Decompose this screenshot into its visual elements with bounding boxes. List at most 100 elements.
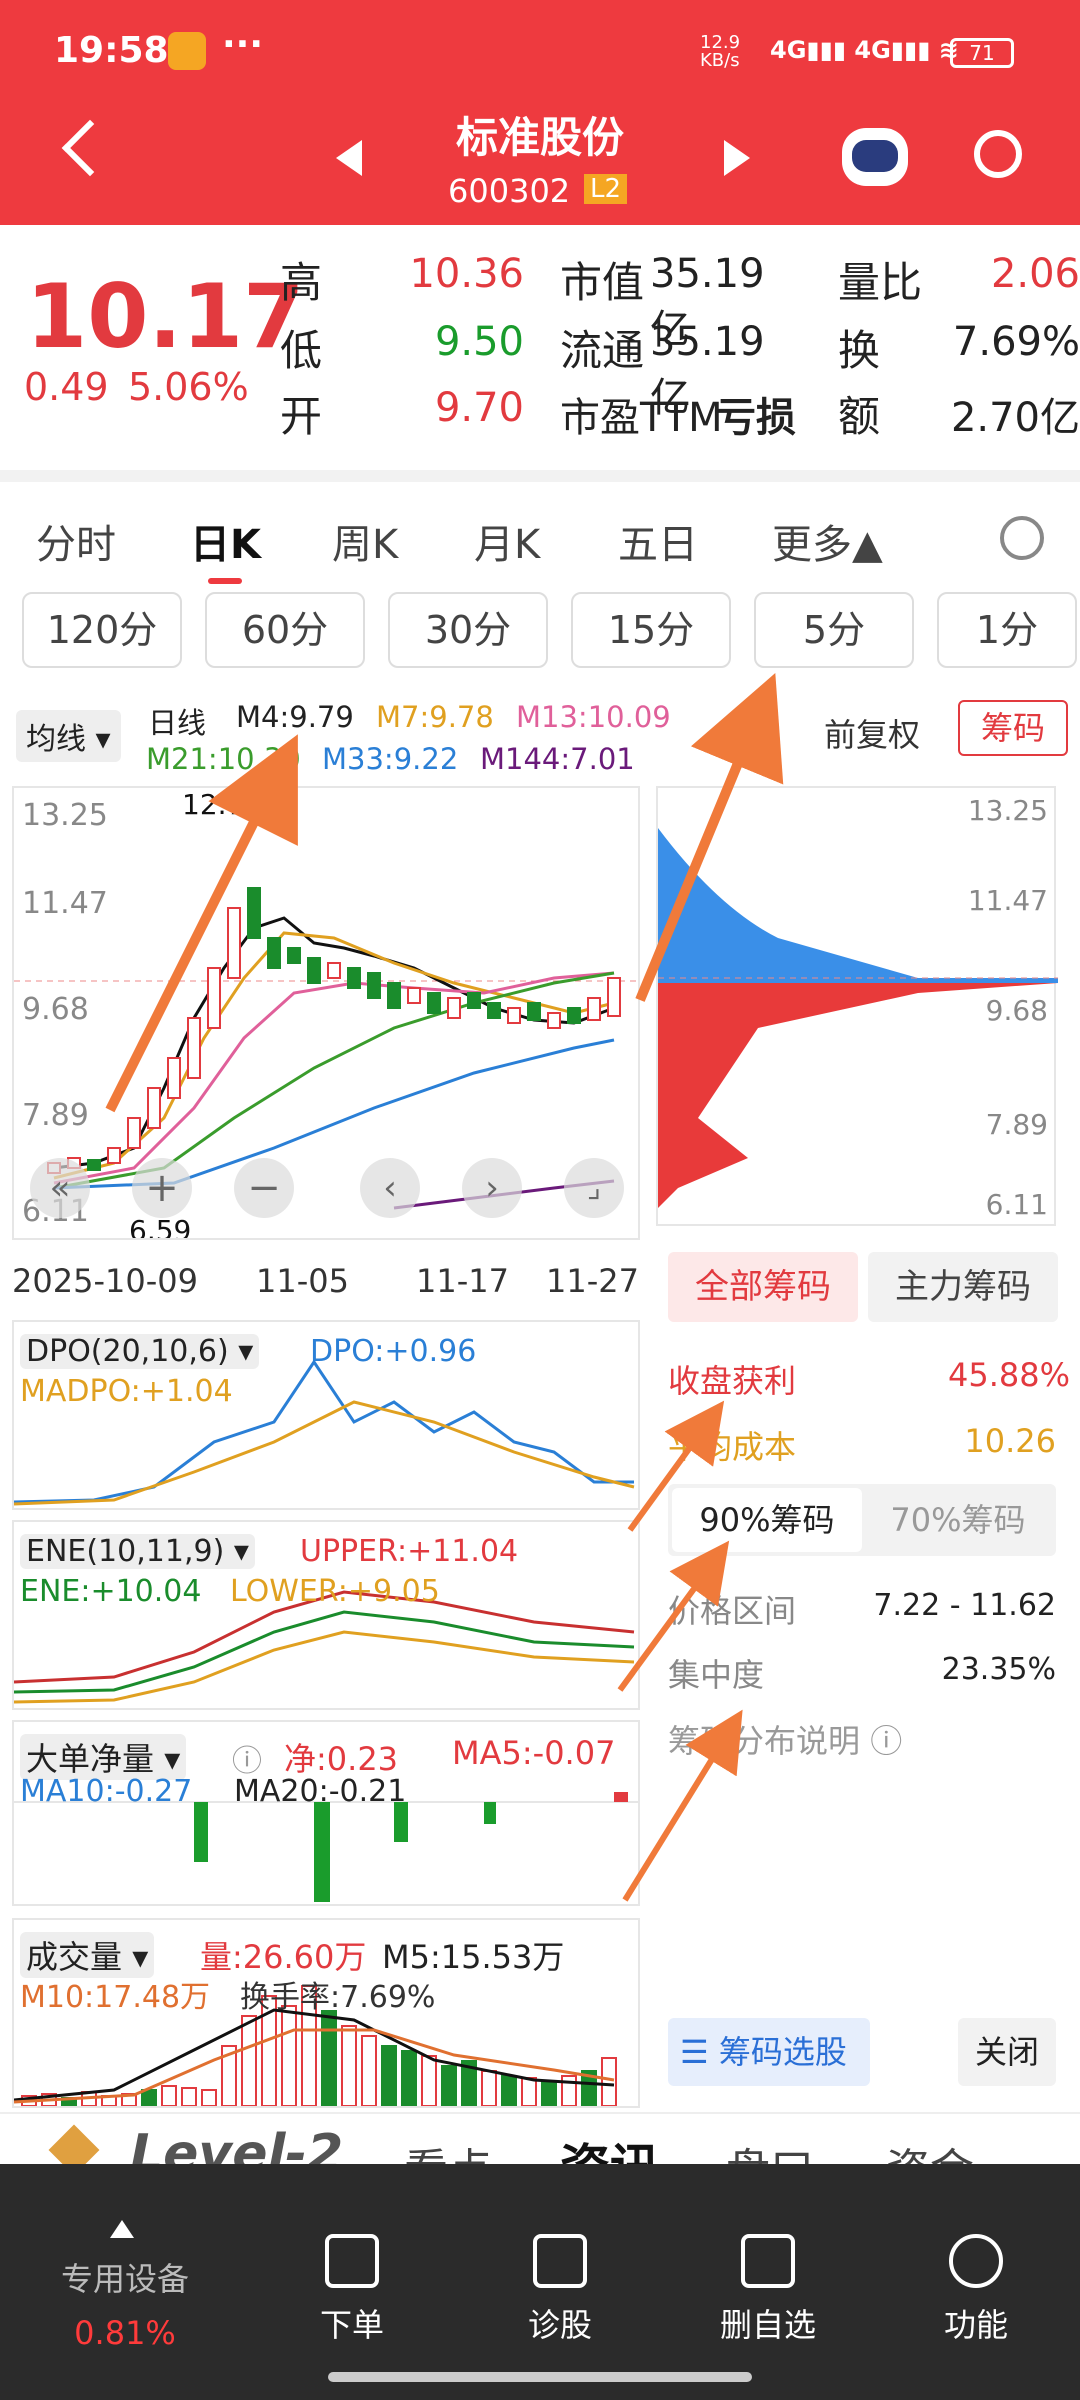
- tab-intraday[interactable]: 分时: [36, 522, 116, 568]
- bottom-nav: 专用设备 0.81% 下单 诊股 删自选 功能: [0, 2164, 1080, 2400]
- chip-range-tabs: 90%筹码 70%筹码: [668, 1484, 1056, 1556]
- tab-all-chips[interactable]: 全部筹码: [668, 1252, 858, 1322]
- next-stock-icon[interactable]: [724, 140, 750, 176]
- candle: [607, 977, 621, 1017]
- chip-stock-pick-button[interactable]: ☰ 筹码选股: [668, 2018, 870, 2086]
- mcap-value: 35.19亿: [650, 251, 765, 353]
- ene-upper-value: UPPER:+11.04: [300, 1534, 519, 1569]
- chart-controls: « + − ‹ › ⌟: [30, 1158, 626, 1218]
- nav-place-order[interactable]: 下单: [262, 2164, 442, 2346]
- chip-y-2: 9.68: [985, 994, 1048, 1027]
- chip-toggle-button[interactable]: 筹码: [958, 700, 1068, 756]
- float-value: 35.19亿: [650, 319, 765, 421]
- pe-label: 市盈TTM: [560, 395, 723, 441]
- tab-five-day[interactable]: 五日: [618, 522, 698, 568]
- scroll-left-icon[interactable]: ‹: [360, 1158, 420, 1218]
- prev-stock-icon[interactable]: [336, 140, 362, 176]
- volume-bar: [261, 1995, 277, 2106]
- period-1min[interactable]: 1分: [937, 592, 1077, 668]
- ma33-value: M33:9.22: [322, 742, 459, 776]
- help-icon: ⓘ: [870, 1722, 903, 1760]
- nav-remove-watchlist[interactable]: 删自选: [678, 2164, 858, 2346]
- period-30min[interactable]: 30分: [388, 592, 548, 668]
- period-5min[interactable]: 5分: [754, 592, 914, 668]
- close-chips-button[interactable]: 关闭: [958, 2018, 1056, 2086]
- chip-y-0: 13.25: [967, 794, 1048, 827]
- volume-dropdown[interactable]: 成交量 ▾: [20, 1932, 155, 1978]
- zoom-in-icon[interactable]: +: [132, 1158, 192, 1218]
- price-range-value: 7.22 - 11.62: [873, 1588, 1056, 1623]
- volume-svg: [14, 1985, 617, 2106]
- rewind-icon[interactable]: «: [30, 1158, 90, 1218]
- volume-bar: [201, 2089, 217, 2106]
- forward-adjust[interactable]: 前复权: [824, 716, 921, 754]
- net-speed: 12.9 KB/s: [700, 32, 741, 71]
- level2-badge: L2: [584, 174, 628, 204]
- big-order-panel[interactable]: 大单净量 ▾ ⓘ 净:0.23 MA5:-0.07 MA10:-0.27 MA2…: [12, 1720, 640, 1906]
- candle: [567, 1007, 581, 1024]
- dpo-panel[interactable]: DPO(20,10,6) ▾ DPO:+0.96 MADPO:+1.04: [12, 1320, 640, 1510]
- dpo-dropdown[interactable]: DPO(20,10,6) ▾: [20, 1334, 260, 1369]
- nav-remove-watchlist-label: 删自选: [719, 2306, 816, 2344]
- battery-icon: 71: [950, 38, 1014, 68]
- big-order-dropdown[interactable]: 大单净量 ▾: [20, 1734, 187, 1780]
- tab-main-chips[interactable]: 主力筹码: [868, 1252, 1058, 1322]
- candle: [367, 972, 381, 999]
- ene-panel[interactable]: ENE(10,11,9) ▾ UPPER:+11.04 ENE:+10.04 L…: [12, 1520, 640, 1710]
- nav-diagnose[interactable]: 诊股: [470, 2164, 650, 2346]
- big-order-svg: [14, 1792, 638, 1902]
- turnover-label: 换: [838, 326, 881, 375]
- ma4-value: M4:9.79: [236, 700, 354, 734]
- tab-70-chips[interactable]: 70%筹码: [890, 1501, 1026, 1539]
- candle: [307, 957, 321, 984]
- tab-monthly-k[interactable]: 月K: [474, 522, 541, 568]
- scroll-right-icon[interactable]: ›: [462, 1158, 522, 1218]
- candle: [587, 997, 601, 1021]
- header-bar: 19:58 ··· 12.9 KB/s 4G▮▮▮ 4G▮▮▮ ≋ 71 标准股…: [0, 0, 1080, 225]
- candle: [427, 992, 441, 1014]
- lower-line: [14, 1630, 635, 1704]
- candle: [387, 982, 401, 1009]
- ene-dropdown[interactable]: ENE(10,11,9) ▾: [20, 1534, 255, 1569]
- expand-up-icon[interactable]: [110, 2220, 134, 2238]
- tab-daily-k[interactable]: 日K: [190, 522, 261, 568]
- candle: [207, 967, 221, 1029]
- kline-chart[interactable]: 13.25 11.47 9.68 7.89 6.11 12.7 6.59 « +…: [12, 786, 640, 1240]
- dpo-line: [14, 1359, 634, 1504]
- high-label: 高: [280, 258, 323, 307]
- candle: [107, 1147, 121, 1164]
- fullscreen-icon[interactable]: ⌟: [564, 1158, 624, 1218]
- ma-mode-label: 均线: [26, 722, 86, 757]
- dpo-svg: [14, 1359, 635, 1506]
- ene-svg: [14, 1590, 635, 1704]
- tab-more[interactable]: 更多▲: [772, 522, 883, 568]
- period-15min[interactable]: 15分: [571, 592, 731, 668]
- low-label: 低: [280, 326, 323, 375]
- more-status-icon: ···: [222, 24, 264, 65]
- volume-bar: [221, 2045, 237, 2106]
- tab-active-indicator: [208, 578, 242, 584]
- tab-weekly-k[interactable]: 周K: [332, 522, 399, 568]
- nav-functions[interactable]: 功能: [886, 2164, 1066, 2346]
- big-order-name: 大单净量: [26, 1740, 155, 1778]
- sector-name[interactable]: 专用设备: [60, 2260, 189, 2298]
- period-60min[interactable]: 60分: [205, 592, 365, 668]
- big-order-help-icon[interactable]: ⓘ: [232, 1744, 262, 1779]
- high-value: 10.36: [409, 251, 524, 297]
- zoom-out-icon[interactable]: −: [234, 1158, 294, 1218]
- volume-bar: [341, 2025, 357, 2106]
- candle: [327, 962, 341, 979]
- order-icon: [325, 2234, 379, 2288]
- chart-settings-icon[interactable]: [1000, 516, 1044, 560]
- volume-panel[interactable]: 成交量 ▾ 量:26.60万 M5:15.53万 M10:17.48万 换手率:…: [12, 1918, 640, 2108]
- date-label-0: 2025-10-09: [12, 1262, 198, 1300]
- search-icon[interactable]: [974, 130, 1022, 178]
- date-label-2: 11-17: [416, 1262, 509, 1300]
- ma-mode-dropdown[interactable]: 均线 ▾: [16, 710, 121, 762]
- candle: [227, 907, 241, 979]
- volume-bar: [581, 2070, 597, 2106]
- robot-assistant-icon[interactable]: [842, 128, 908, 186]
- period-120min[interactable]: 120分: [22, 592, 182, 668]
- nav-diagnose-label: 诊股: [527, 2306, 592, 2344]
